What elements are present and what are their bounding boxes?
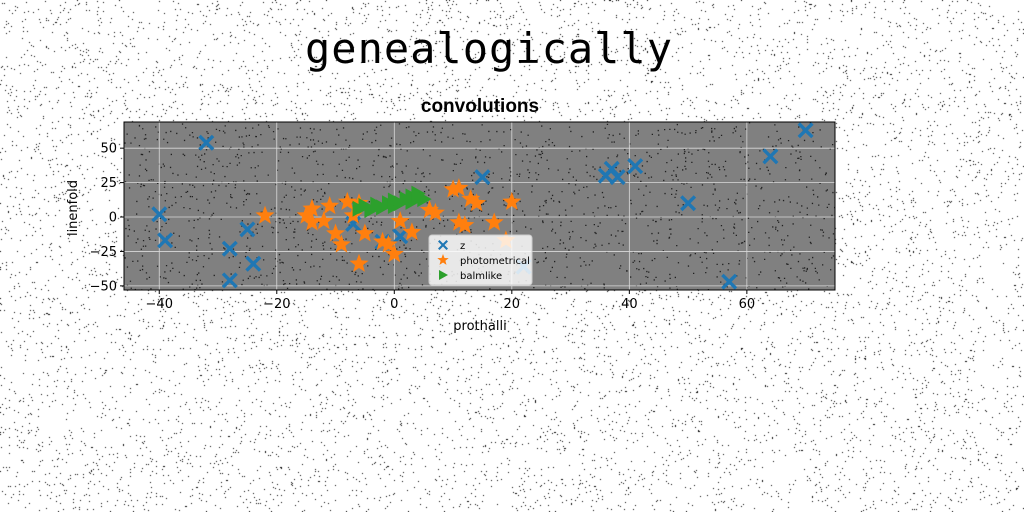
y-tick-label: −25 [90, 245, 117, 260]
data-point [455, 215, 475, 234]
data-point [302, 212, 322, 231]
data-point [239, 221, 256, 238]
data-point [326, 223, 345, 242]
legend-marker [438, 240, 448, 250]
data-point [296, 205, 316, 224]
x-axis-ticks: −40 −20 0 20 40 60 [146, 290, 756, 312]
x-tick-label: −40 [146, 297, 173, 312]
y-axis-label: linenfold [66, 180, 81, 236]
x-tick-label: 20 [504, 297, 521, 312]
data-point [484, 212, 504, 231]
x-tick-label: 60 [739, 297, 756, 312]
axes-frame [123, 121, 836, 291]
data-point [603, 160, 620, 177]
y-tick-label: 25 [100, 176, 117, 191]
data-point [449, 212, 469, 231]
y-tick-label: −50 [90, 279, 117, 294]
data-point [721, 273, 738, 290]
legend-box [428, 234, 533, 286]
legend-marker [437, 254, 449, 265]
data-point [355, 223, 375, 242]
data-point [378, 234, 398, 253]
figure-suptitle: genealogically [305, 24, 674, 73]
data-point [331, 234, 351, 253]
legend-label: balmlike [460, 271, 502, 282]
x-tick-label: 0 [390, 297, 398, 312]
data-point [390, 211, 410, 230]
data-point [680, 195, 697, 212]
legend-label: z [460, 241, 465, 252]
data-point [443, 179, 463, 198]
data-point [627, 158, 644, 175]
y-axis-ticks: −50 −25 0 25 50 [90, 142, 124, 294]
legend-label: photometrical [460, 256, 530, 267]
data-point [255, 205, 275, 224]
data-point [425, 202, 445, 221]
x-axis-label: prothalli [453, 319, 506, 334]
data-point [392, 228, 409, 245]
series-balmlike [352, 185, 432, 219]
data-point [320, 196, 340, 215]
data-point [384, 244, 404, 263]
data-point [797, 122, 814, 139]
data-point [314, 211, 334, 230]
data-point [151, 206, 168, 223]
data-point [198, 134, 215, 151]
data-point [417, 191, 432, 208]
data-point [449, 178, 469, 197]
data-point [461, 189, 481, 208]
x-tick-label: −20 [263, 297, 290, 312]
y-tick-label: 0 [109, 211, 117, 226]
y-tick-label: 50 [100, 142, 117, 157]
data-point [157, 232, 174, 249]
data-point [467, 193, 487, 212]
data-point [502, 191, 522, 210]
data-point [302, 198, 322, 217]
data-point [337, 191, 357, 210]
x-tick-label: 40 [621, 297, 638, 312]
legend: z photometrical balmlike [428, 234, 533, 286]
data-point [762, 148, 779, 165]
data-point [349, 253, 369, 272]
data-point [420, 200, 440, 219]
data-point [245, 255, 262, 272]
data-point [373, 231, 393, 250]
chart-title: convolutions [421, 96, 539, 117]
legend-marker [439, 270, 448, 280]
data-point [221, 240, 238, 257]
data-point [402, 222, 422, 241]
data-point [474, 169, 491, 186]
data-point [609, 169, 626, 186]
data-point [221, 272, 238, 289]
